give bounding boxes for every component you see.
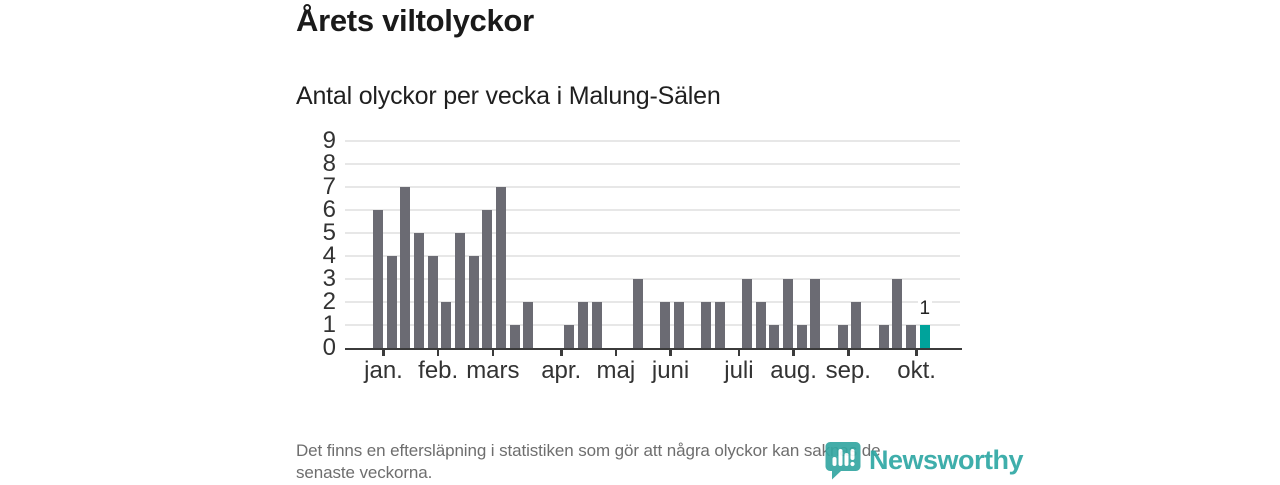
y-axis-tick-label-0: 0 (322, 334, 336, 361)
bar-week-29 (755, 302, 766, 348)
y-axis-tick-label-9: 9 (322, 127, 336, 154)
bar-week-15 (564, 325, 575, 348)
bar-chart-speech-bubble-icon (824, 440, 862, 480)
bar-week-26 (714, 302, 725, 348)
bar-week-25 (701, 302, 712, 348)
x-axis-tick-maj (614, 349, 618, 356)
highlight-value-text: 1 (917, 298, 933, 319)
gridline-y-4 (345, 255, 960, 257)
gridline-y-8 (345, 163, 960, 165)
bar-week-12 (523, 302, 534, 348)
x-axis-tick-juni (669, 349, 672, 356)
chart-subtitle: Antal olyckor per vecka i Malung-Sälen (296, 82, 721, 110)
bar-week-6 (441, 302, 452, 348)
bar-week-2 (386, 256, 397, 348)
month-tick-label-mars: mars (466, 357, 520, 384)
chart-footnote: Det finns en eftersläpning i statistiken… (296, 440, 881, 484)
x-axis-tick-aug (792, 349, 795, 356)
x-axis-tick-okt (915, 349, 918, 356)
x-axis-tick-juli (737, 349, 741, 356)
bar-week-3 (400, 187, 411, 348)
bar-week-7 (455, 233, 466, 348)
x-axis-tick-feb (436, 349, 440, 356)
month-tick-label-okt: okt. (897, 357, 936, 384)
month-tick-label-feb: feb. (418, 357, 459, 384)
month-tick-label-juni: juni (651, 357, 690, 384)
bar-week-30 (769, 325, 780, 348)
y-axis-tick-label-6: 6 (322, 196, 336, 223)
month-tick-label-apr: apr. (541, 357, 582, 384)
x-axis-line (345, 347, 962, 350)
gridline-y-9 (345, 140, 960, 142)
y-axis-tick-label-8: 8 (322, 150, 336, 177)
bar-week-35 (837, 325, 848, 348)
bar-week-10 (496, 187, 507, 348)
y-axis-tick-label-5: 5 (322, 219, 336, 246)
newsworthy-wordmark: Newsworthy (869, 445, 1024, 475)
y-axis-tick-label-3: 3 (322, 265, 336, 292)
bar-week-16 (578, 302, 589, 348)
gridline-y-3 (345, 278, 960, 280)
bar-week-23 (673, 302, 684, 348)
bar-week-33 (810, 279, 821, 348)
bar-week-8 (468, 256, 479, 348)
y-axis-tick-label-4: 4 (322, 242, 336, 269)
bar-week-4 (414, 233, 424, 348)
bar-week-1 (373, 210, 383, 348)
bar-week-5 (427, 256, 438, 348)
month-tick-label-sep: sep. (825, 357, 871, 384)
gridline-y-5 (345, 232, 960, 234)
x-axis-tick-apr (560, 349, 563, 356)
newsworthy-logo: Newsworthy (824, 440, 1024, 480)
y-axis-tick-label-2: 2 (322, 288, 336, 315)
x-axis-tick-sep (847, 349, 850, 356)
month-tick-label-jan: jan. (364, 357, 403, 384)
bar-week-9 (482, 210, 493, 348)
bar-week-40 (906, 325, 917, 348)
bar-week-11 (509, 325, 520, 348)
bar-week-36 (851, 302, 862, 348)
bar-week-17 (591, 302, 602, 348)
bar-week-20 (632, 279, 643, 348)
gridline-y-1 (345, 324, 960, 326)
bar-chart-plot-area: 0 1 2 3 4 5 6 7 8 9 jan. feb. mars apr. maj juni juli aug… (323, 128, 962, 384)
highlight-value-label: 1 (905, 298, 945, 320)
y-axis-tick-label-1: 1 (322, 311, 336, 338)
bar-week-31 (783, 279, 794, 348)
month-tick-label-aug: aug. (770, 357, 817, 384)
page-title: Årets viltolyckor (296, 3, 534, 38)
x-axis-tick-jan (382, 349, 385, 356)
footnote-line-1: Det finns en eftersläpning i statistiken… (296, 441, 881, 460)
gridline-y-7 (345, 186, 960, 188)
gridline-y-6 (345, 209, 960, 211)
month-tick-label-juli: juli (724, 357, 754, 384)
month-tick-label-maj: maj (596, 357, 636, 384)
x-axis-tick-mars (491, 349, 495, 356)
bar-week-39 (892, 279, 903, 348)
bar-week-38 (878, 325, 889, 348)
y-axis-tick-label-7: 7 (322, 173, 336, 200)
highlight-bar-week-41 (919, 325, 930, 348)
gridline-y-2 (345, 301, 960, 303)
bar-week-22 (660, 302, 671, 348)
footnote-line-2: senaste veckorna. (296, 463, 433, 482)
bar-week-28 (742, 279, 753, 348)
bar-week-32 (796, 325, 807, 348)
